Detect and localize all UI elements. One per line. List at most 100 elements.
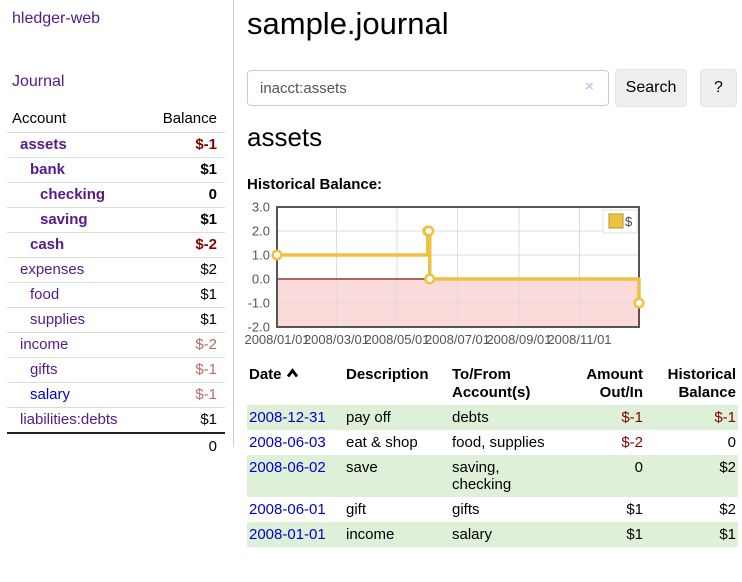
account-link-salary[interactable]: salary <box>30 386 71 403</box>
svg-text:$: $ <box>625 214 633 229</box>
account-link-saving[interactable]: saving <box>40 211 88 228</box>
register-tbody: 2008-12-31 pay off debts $-1 $-1 2008-06-03 ea… <box>247 405 738 547</box>
register-balance: $2 <box>719 459 736 476</box>
search-button[interactable]: Search <box>615 69 687 107</box>
register-row: 2008-06-01 gift gifts $1 $2 <box>247 497 738 522</box>
account-balance: $2 <box>146 257 225 283</box>
register-description: gift <box>346 501 367 518</box>
account-row: expenses $2 <box>7 257 225 283</box>
register-amount: $1 <box>626 526 643 543</box>
register-accounts: gifts <box>452 501 480 518</box>
account-row: gifts $-1 <box>7 357 225 383</box>
account-row: supplies $1 <box>7 307 225 333</box>
register-row: 2008-06-02 save saving, checking 0 $2 <box>247 455 738 497</box>
sidebar-item-journal[interactable]: Journal <box>12 73 65 90</box>
register-header-date[interactable]: Date <box>247 363 344 405</box>
account-link-supplies[interactable]: supplies <box>30 311 86 328</box>
register-balance: $1 <box>719 526 736 543</box>
svg-text:-2.0: -2.0 <box>248 320 270 335</box>
account-row: salary $-1 <box>7 382 225 408</box>
accounts-total-balance: 0 <box>146 432 225 459</box>
accounts-header-account: Account <box>7 106 147 133</box>
register-date-link[interactable]: 2008-01-01 <box>249 526 326 543</box>
accounts-tbody: assets $-1 bank $1 checking 0 saving $1 cash $-2 e… <box>7 132 225 434</box>
register-row: 2008-06-03 eat & shop food, supplies $-2 0 <box>247 430 738 455</box>
svg-text:2008/11/01: 2008/11/01 <box>547 332 611 347</box>
register-balance: 0 <box>727 434 736 451</box>
svg-text:2.0: 2.0 <box>252 224 270 239</box>
account-link-gifts[interactable]: gifts <box>30 361 58 378</box>
sidebar: hledger-web Journal Account Balance asse… <box>0 0 233 459</box>
account-row: cash $-2 <box>7 232 225 258</box>
sort-ascending-icon <box>286 368 298 378</box>
app-brand-link[interactable]: hledger-web <box>12 10 101 27</box>
register-accounts: saving, checking <box>452 459 512 493</box>
sidebar-divider <box>233 0 234 447</box>
accounts-header-balance: Balance <box>146 106 225 133</box>
svg-text:2008/09/01: 2008/09/01 <box>486 332 551 347</box>
register-accounts: debts <box>452 409 489 426</box>
register-date-link[interactable]: 2008-06-01 <box>249 501 326 518</box>
register-accounts: salary <box>452 526 493 543</box>
account-link-liabilities-debts[interactable]: liabilities:debts <box>20 411 118 428</box>
account-balance: $-1 <box>146 132 225 158</box>
register-date-link[interactable]: 2008-12-31 <box>249 409 326 426</box>
register-row: 2008-12-31 pay off debts $-1 $-1 <box>247 405 738 430</box>
register-balance: $-1 <box>714 409 736 426</box>
account-row: income $-2 <box>7 332 225 358</box>
account-link-bank[interactable]: bank <box>30 161 66 178</box>
register-header-row: Date Description To/From Account(s) Amou… <box>247 363 738 405</box>
register-table: Date Description To/From Account(s) Amou… <box>247 363 738 547</box>
svg-text:-1.0: -1.0 <box>248 296 270 311</box>
register-amount: $-2 <box>621 434 643 451</box>
account-balance: $1 <box>146 157 225 183</box>
register-balance: $2 <box>719 501 736 518</box>
account-link-assets[interactable]: assets <box>20 136 67 153</box>
register-description: eat & shop <box>346 434 418 451</box>
register-header-description: Description <box>346 366 429 383</box>
account-row: liabilities:debts $1 <box>7 407 225 434</box>
account-link-food[interactable]: food <box>30 286 60 303</box>
svg-text:2008/05/01: 2008/05/01 <box>364 332 429 347</box>
account-balance: $-1 <box>146 357 225 383</box>
account-heading: assets <box>247 122 323 152</box>
register-date-link[interactable]: 2008-06-03 <box>249 434 326 451</box>
account-row: checking 0 <box>7 182 225 208</box>
account-link-expenses[interactable]: expenses <box>20 261 85 278</box>
help-button[interactable]: ? <box>700 69 737 107</box>
balance-chart: $3.0 2.0 1.0 0.0 -1.0 -2.02008/01/012008/03/0… <box>244 200 645 347</box>
svg-text:0.0: 0.0 <box>252 272 270 287</box>
search-input[interactable] <box>247 70 609 106</box>
page-title: sample.journal <box>247 6 449 41</box>
account-balance: $1 <box>146 282 225 308</box>
account-balance: $-2 <box>146 232 225 258</box>
svg-text:1.0: 1.0 <box>252 248 270 263</box>
account-link-income[interactable]: income <box>20 336 69 353</box>
accounts-header-row: Account Balance <box>7 106 225 133</box>
search-form: × Search ? <box>247 69 739 107</box>
svg-text:3.0: 3.0 <box>252 200 270 215</box>
register-date-link[interactable]: 2008-06-02 <box>249 459 326 476</box>
register-description: pay off <box>346 409 391 426</box>
account-row: food $1 <box>7 282 225 308</box>
account-balance: $-1 <box>146 382 225 408</box>
account-balance: $1 <box>146 407 225 434</box>
register-description: income <box>346 526 395 543</box>
clear-search-icon[interactable]: × <box>585 78 594 95</box>
main-content: sample.journal × Search ? assets Histori… <box>244 0 739 547</box>
account-balance: 0 <box>146 182 225 208</box>
register-row: 2008-01-01 income salary $1 $1 <box>247 522 738 547</box>
account-balance: $-2 <box>146 332 225 358</box>
account-link-checking[interactable]: checking <box>40 186 106 203</box>
register-header-amount: Amount Out/In <box>586 366 643 401</box>
account-row: saving $1 <box>7 207 225 233</box>
account-row: bank $1 <box>7 157 225 183</box>
account-link-cash[interactable]: cash <box>30 236 65 253</box>
register-header-accounts: To/From Account(s) <box>452 366 531 401</box>
register-amount: $1 <box>626 501 643 518</box>
svg-text:2008/03/01: 2008/03/01 <box>304 332 369 347</box>
register-description: save <box>346 459 378 476</box>
accounts-total-row: 0 <box>7 432 225 459</box>
register-header-balance: Historical Balance <box>667 366 736 401</box>
register-amount: $-1 <box>621 409 643 426</box>
